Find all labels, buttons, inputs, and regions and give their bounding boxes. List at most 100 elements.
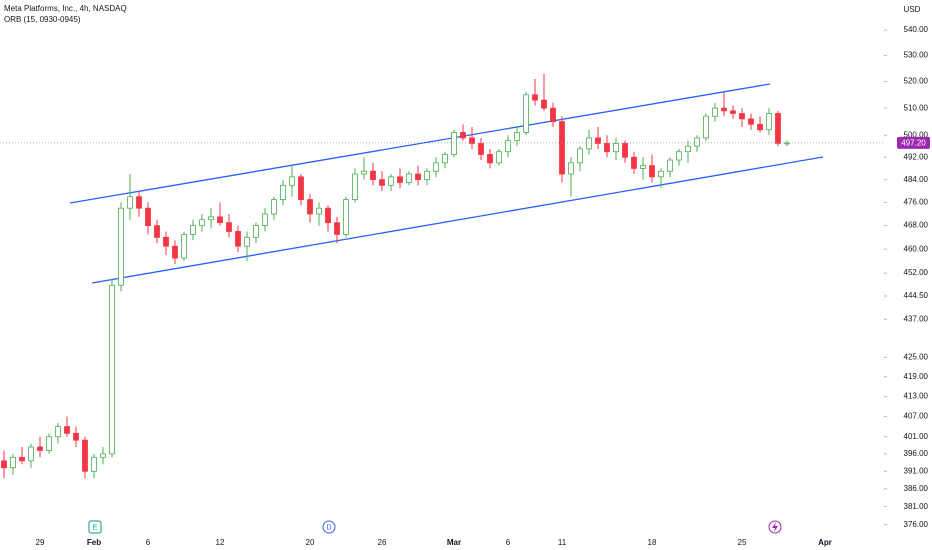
x-tick-label: Apr <box>818 538 832 547</box>
earnings-event-label: E <box>93 524 98 531</box>
y-tick-label: 530.00 <box>904 51 929 60</box>
candle-body <box>226 222 232 232</box>
candle-body <box>721 107 727 112</box>
candle-body <box>10 456 16 469</box>
y-tick-label: 407.00 <box>904 412 929 421</box>
candle-body <box>541 99 547 109</box>
candle-body <box>388 176 394 186</box>
candle-body <box>514 132 520 142</box>
candle-body <box>406 173 412 183</box>
currency: USD <box>904 5 921 14</box>
y-tick-label: 520.00 <box>904 77 929 86</box>
candle-body <box>766 113 772 131</box>
candle-body <box>235 231 241 247</box>
candle-body <box>712 107 718 117</box>
y-tick-label: 386.00 <box>904 484 929 493</box>
candle-body <box>667 159 673 172</box>
candle-body <box>19 456 25 462</box>
candle-body <box>280 184 286 200</box>
candle-body <box>568 162 574 175</box>
y-tick-label: 500.00 <box>904 130 929 139</box>
y-tick-label: 381.00 <box>904 502 929 511</box>
y-tick-label: 396.00 <box>904 449 929 458</box>
y-tick-label: 425.00 <box>904 352 929 361</box>
candle-body <box>271 199 277 215</box>
candle-body <box>469 137 475 144</box>
candle-body <box>325 207 331 224</box>
candle-body <box>109 284 115 455</box>
candle-body <box>649 165 655 178</box>
candle-body <box>172 245 178 259</box>
x-tick-label: 20 <box>306 538 315 547</box>
y-tick-label: 413.00 <box>904 392 929 401</box>
candle-body <box>82 439 88 472</box>
candle-body <box>631 156 637 169</box>
earnings-event[interactable] <box>88 520 102 534</box>
y-tick-label: 510.00 <box>904 103 929 112</box>
candle-body <box>361 170 367 175</box>
candle-body <box>397 176 403 183</box>
candle-body <box>613 143 619 153</box>
candle-body <box>748 118 754 125</box>
y-tick-label: 444.50 <box>904 291 929 300</box>
candle-body <box>442 154 448 164</box>
candle-body <box>685 145 691 153</box>
x-tick-label: 18 <box>648 538 657 547</box>
y-tick-label: 460.00 <box>904 244 929 253</box>
x-tick-label: 26 <box>378 538 387 547</box>
y-tick-label: 492.00 <box>904 152 929 161</box>
x-tick-label: Feb <box>87 538 101 547</box>
channel-lower <box>91 156 824 284</box>
y-tick-label: 468.00 <box>904 221 929 230</box>
x-tick-label: 6 <box>146 538 151 547</box>
candle-body <box>1 460 7 469</box>
candle-body <box>163 236 169 247</box>
y-tick-label: 376.00 <box>904 520 929 529</box>
candle-body <box>370 170 376 181</box>
y-tick-label: 391.00 <box>904 466 929 475</box>
y-tick-label: 401.00 <box>904 432 929 441</box>
candle-body <box>244 236 250 247</box>
candle-body <box>181 233 187 259</box>
y-tick-label: 452.00 <box>904 268 929 277</box>
candle-body <box>694 137 700 147</box>
x-tick-label: Mar <box>447 538 461 547</box>
x-tick-label: 29 <box>36 538 45 547</box>
candle-body <box>577 148 583 164</box>
candle-body <box>145 207 151 226</box>
candle-body <box>460 132 466 139</box>
candle-body <box>118 207 124 286</box>
candle-body <box>46 436 52 451</box>
candle-body <box>37 446 43 451</box>
candle-body <box>496 151 502 164</box>
last-price-label: 497.20 <box>901 138 926 147</box>
candle-body <box>739 113 745 120</box>
candle-body <box>136 196 142 209</box>
candle-body <box>676 151 682 161</box>
candle-body <box>640 165 646 169</box>
candle-body <box>478 143 484 155</box>
candle-body <box>559 121 565 175</box>
candle-body <box>199 219 205 226</box>
candle-body <box>586 137 592 150</box>
y-tick-label: 437.00 <box>904 314 929 323</box>
dividend-event[interactable] <box>322 520 336 534</box>
dividend-event-label: D <box>326 524 331 531</box>
candle-body <box>523 94 529 133</box>
channel-upper <box>69 83 771 204</box>
candle-body <box>217 216 223 224</box>
candle-body <box>55 426 61 438</box>
candle-body <box>451 132 457 155</box>
candle-body <box>730 110 736 114</box>
news-icon <box>772 522 778 532</box>
candle-body <box>100 453 106 458</box>
candle-body <box>415 173 421 181</box>
y-tick-label: 476.00 <box>904 198 929 207</box>
candle-body <box>154 225 160 238</box>
candle-body <box>91 456 97 472</box>
y-tick-label: 484.00 <box>904 175 929 184</box>
y-tick-label: 540.00 <box>904 25 929 34</box>
x-tick-label: 6 <box>506 538 511 547</box>
candle-body <box>622 143 628 158</box>
